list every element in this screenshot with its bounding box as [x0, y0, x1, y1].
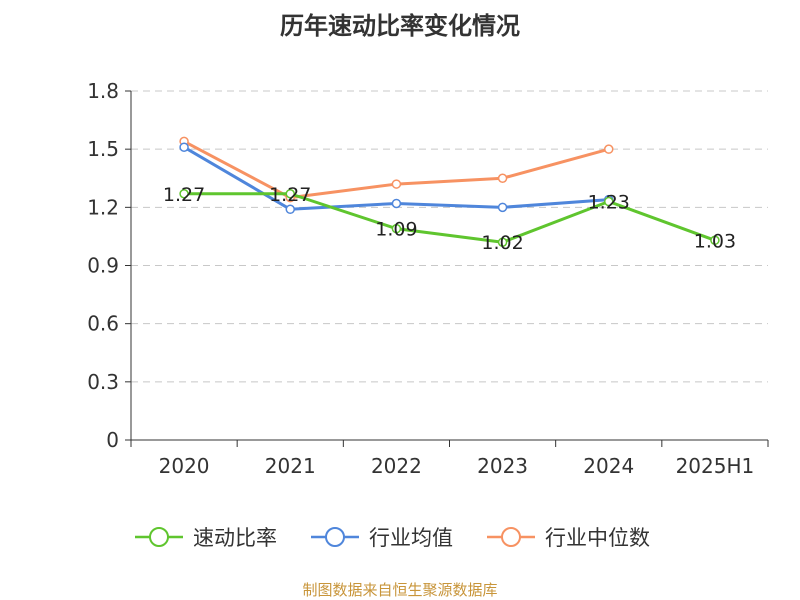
- data-labels: 1.27 1.27 1.09 1.02 1.23 1.03: [163, 184, 736, 254]
- axes: 0 0.3 0.6 0.9 1.2 1.5 1.8 2020 2021 2022 2023 2024 2…: [87, 79, 769, 478]
- data-label: 1.03: [694, 230, 736, 252]
- legend-label: 速动比率: [193, 526, 277, 550]
- x-tick-label: 2024: [583, 454, 634, 478]
- legend-marker: [325, 527, 345, 547]
- legend: 速动比率 行业均值 行业中位数: [135, 526, 650, 550]
- data-point: [497, 173, 508, 183]
- data-label: 1.27: [163, 184, 205, 206]
- x-tick-label: 2021: [265, 454, 316, 478]
- y-tick-label: 1.5: [87, 137, 119, 161]
- y-tick-label: 0.9: [87, 254, 119, 278]
- data-point: [179, 189, 189, 199]
- data-point: [391, 198, 402, 209]
- data-point: [391, 223, 402, 234]
- data-point: [497, 237, 508, 247]
- data-label: 1.09: [375, 219, 417, 241]
- x-tick-label: 2022: [371, 454, 422, 478]
- data-label: 1.02: [481, 232, 523, 254]
- chart-title: 历年速动比率变化情况: [280, 12, 520, 40]
- legend-label: 行业中位数: [545, 526, 650, 550]
- legend-label: 行业均值: [369, 526, 453, 550]
- series-line: [184, 192, 716, 244]
- data-point: [285, 204, 295, 215]
- data-point: [604, 196, 614, 207]
- y-tick-label: 0.6: [87, 312, 119, 336]
- y-tick-label: 0.3: [87, 370, 119, 394]
- data-point: [604, 144, 614, 154]
- grid-lines: [131, 90, 768, 383]
- data-point: [391, 179, 402, 189]
- legend-marker: [149, 527, 169, 547]
- x-tick-label: 2025H1: [676, 454, 755, 478]
- source-note: 制图数据来自恒生聚源数据库: [302, 581, 497, 599]
- x-tick-label: 2023: [477, 454, 528, 478]
- data-point: [710, 235, 720, 246]
- data-label: 1.23: [588, 192, 630, 214]
- data-label: 1.27: [269, 184, 311, 206]
- x-tick-label: 2020: [159, 454, 210, 478]
- y-tick-label: 1.8: [87, 79, 119, 103]
- data-point: [285, 189, 295, 199]
- series-line: [183, 140, 610, 200]
- series-group: [179, 136, 720, 247]
- data-point: [497, 202, 508, 213]
- data-point: [179, 142, 189, 152]
- legend-marker: [501, 527, 521, 547]
- y-tick-label: 1.2: [87, 195, 119, 219]
- y-tick-label: 0: [106, 428, 119, 452]
